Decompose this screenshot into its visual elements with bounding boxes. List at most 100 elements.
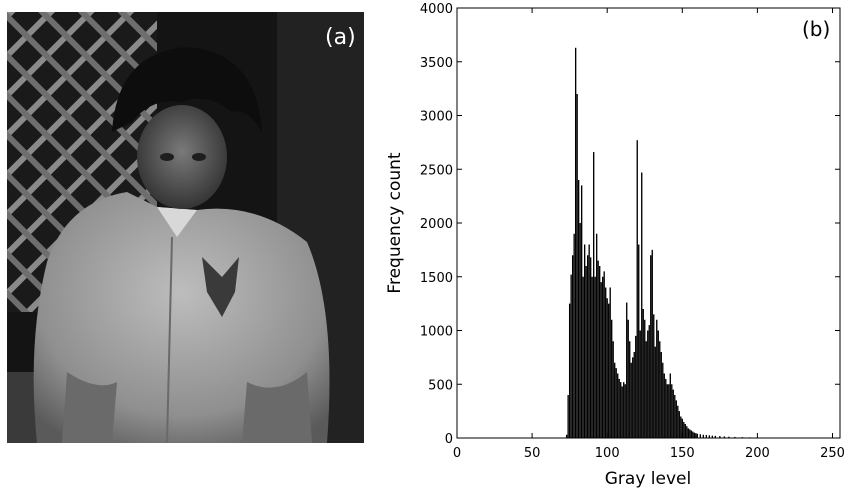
histogram-bar <box>658 331 659 439</box>
histogram-bar <box>634 352 635 438</box>
x-tick-label: 0 <box>453 446 461 461</box>
x-tick-label: 100 <box>595 446 620 461</box>
histogram-bar <box>677 406 678 438</box>
histogram-bar <box>575 48 576 438</box>
histogram-bar <box>590 257 591 438</box>
histogram-bar <box>697 434 698 438</box>
histogram-bar <box>680 417 681 439</box>
histogram-bar <box>632 357 633 438</box>
histogram-bar <box>664 374 665 439</box>
histogram-bar <box>700 434 701 438</box>
histogram-bar <box>661 352 662 438</box>
histogram-bar <box>683 422 684 438</box>
x-tick-label: 50 <box>524 446 541 461</box>
histogram-bar <box>605 288 606 439</box>
histogram-bar <box>602 277 603 438</box>
histogram-bar <box>604 271 605 438</box>
y-axis-label: Frequency count <box>385 152 405 294</box>
histogram-bar <box>655 347 656 438</box>
histogram-bar <box>685 424 686 438</box>
histogram-bar <box>584 245 585 439</box>
histogram-bar <box>674 395 675 438</box>
histogram-bar <box>689 429 690 438</box>
histogram-bar <box>635 336 636 438</box>
histogram-bar <box>673 390 674 438</box>
histogram-bar <box>670 374 671 439</box>
histogram-bar <box>581 185 582 438</box>
y-tick-label: 0 <box>445 432 453 447</box>
histogram-bar <box>623 382 624 438</box>
histogram-bar <box>582 277 583 438</box>
y-tick-label: 3000 <box>420 110 453 125</box>
y-tick-label: 500 <box>428 378 453 393</box>
histogram-bar <box>643 309 644 438</box>
histogram-bar <box>617 374 618 439</box>
histogram-bar <box>647 331 648 439</box>
photo-panel: (a) <box>7 12 364 443</box>
histogram-bar <box>691 430 692 438</box>
histogram-bar <box>573 234 574 438</box>
histogram-bar <box>686 426 687 438</box>
histogram-bar <box>616 368 617 438</box>
histogram-bar <box>646 341 647 438</box>
histogram-bar <box>567 395 568 438</box>
histogram-bar <box>614 363 615 438</box>
histogram-bar <box>588 245 589 439</box>
histogram-bar <box>656 320 657 438</box>
histogram-bar <box>652 250 653 438</box>
histogram-bar <box>579 223 580 438</box>
histogram-bar <box>626 303 627 438</box>
histogram-bar <box>679 411 680 438</box>
histogram-bar <box>622 386 623 438</box>
face <box>137 105 227 209</box>
y-tick-label: 3500 <box>420 56 453 71</box>
histogram-bar <box>596 234 597 438</box>
histogram-bar <box>637 140 638 438</box>
histogram-bar <box>692 432 693 438</box>
histogram-bar <box>650 255 651 438</box>
histogram-bar <box>694 433 695 438</box>
y-tick-label: 4000 <box>420 2 453 17</box>
histogram-bar <box>641 172 642 438</box>
y-tick-label: 2000 <box>420 217 453 232</box>
x-axis-label: Gray level <box>605 469 691 489</box>
histogram-bar <box>585 266 586 438</box>
x-tick-label: 250 <box>820 446 845 461</box>
histogram-bar <box>572 255 573 438</box>
histogram-bar <box>638 245 639 439</box>
x-tick-label: 150 <box>670 446 695 461</box>
histogram-bar <box>593 152 594 438</box>
histogram-bar <box>611 320 612 438</box>
histogram-bar <box>599 266 600 438</box>
panel-label-a: (a) <box>325 25 356 50</box>
histogram-bar <box>671 384 672 438</box>
x-tick-label: 200 <box>745 446 770 461</box>
y-tick-label: 1500 <box>420 271 453 286</box>
histogram-bar <box>695 433 696 438</box>
histogram-bar <box>595 277 596 438</box>
histogram-bar <box>631 363 632 438</box>
histogram-bar <box>613 341 614 438</box>
histogram-bar <box>619 379 620 438</box>
histogram-bar <box>667 384 668 438</box>
histogram-bar <box>570 275 571 438</box>
child-photo: (a) <box>7 12 364 443</box>
histogram-bar <box>640 331 641 439</box>
histogram-bar <box>576 94 577 438</box>
panel-label-b: (b) <box>802 17 830 41</box>
histogram-bar <box>592 277 593 438</box>
histogram-bar <box>649 325 650 438</box>
histogram-bar <box>587 255 588 438</box>
histogram-bar <box>662 363 663 438</box>
histogram-bar <box>598 261 599 438</box>
histogram-bar <box>676 400 677 438</box>
plot-frame <box>457 8 840 438</box>
histogram-bar <box>628 320 629 438</box>
histogram-bar <box>688 428 689 438</box>
histogram-bar <box>668 384 669 438</box>
histogram-bar <box>601 282 602 438</box>
histogram-bar <box>569 304 570 438</box>
histogram-bar <box>625 384 626 438</box>
